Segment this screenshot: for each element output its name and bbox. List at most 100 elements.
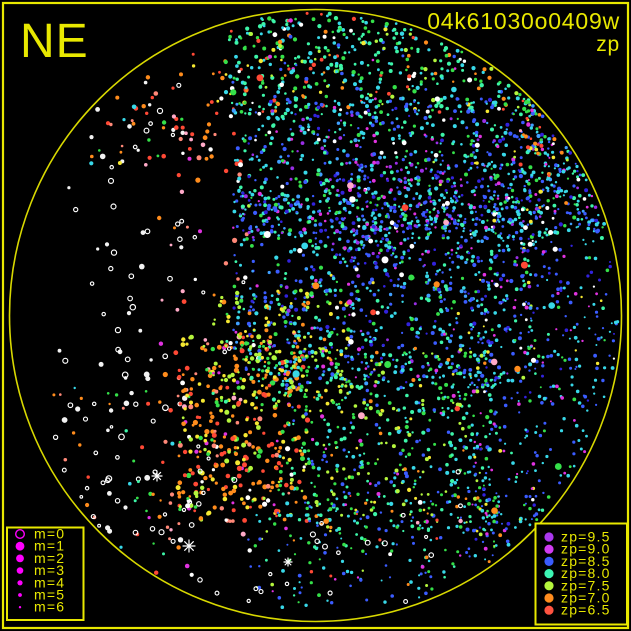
star-point: [109, 425, 114, 429]
star-point: [502, 449, 506, 453]
star-point: [522, 279, 525, 283]
star-point: [374, 362, 379, 367]
star-point: [322, 451, 326, 454]
star-point: [573, 169, 577, 173]
star-point: [342, 32, 346, 37]
star-point: [370, 167, 374, 172]
star-point: [341, 571, 346, 576]
star-point: [498, 438, 502, 442]
star-point: [357, 224, 361, 228]
star-point: [239, 263, 242, 267]
star-point: [486, 515, 489, 519]
star-point: [322, 454, 327, 458]
star-point: [167, 275, 173, 282]
star-point: [487, 522, 491, 526]
star-point: [431, 97, 436, 103]
star-point: [586, 274, 590, 278]
star-point: [394, 255, 398, 259]
star-point: [331, 400, 336, 405]
star-point: [432, 201, 437, 206]
star-point: [566, 473, 570, 478]
star-point: [257, 66, 261, 70]
star-point: [422, 352, 425, 355]
star-point: [289, 304, 294, 309]
star-point: [474, 503, 478, 507]
star-point: [326, 525, 330, 529]
star-point: [289, 177, 293, 181]
star-point: [584, 243, 587, 246]
star-point: [307, 541, 311, 545]
saturated-star-core: [187, 544, 191, 548]
star-point: [289, 472, 294, 477]
star-point: [334, 365, 338, 369]
star-point: [325, 135, 329, 139]
star-point: [242, 238, 246, 242]
star-point: [263, 360, 267, 364]
star-point: [318, 200, 322, 203]
star-point: [435, 141, 439, 145]
star-point: [373, 368, 376, 371]
star-point: [269, 300, 274, 305]
star-point: [489, 409, 493, 413]
star-point: [386, 306, 390, 309]
star-point: [215, 397, 219, 401]
star-point: [472, 255, 475, 258]
star-point: [293, 339, 297, 343]
star-point: [469, 347, 471, 350]
star-point: [256, 38, 261, 44]
star-point: [147, 138, 151, 142]
star-point: [305, 197, 310, 202]
star-point: [317, 513, 320, 516]
star-point: [331, 30, 335, 34]
star-point: [371, 211, 375, 215]
star-point: [269, 489, 272, 493]
star-point: [296, 150, 299, 153]
star-point: [296, 435, 301, 440]
star-point: [491, 554, 494, 557]
star-point: [323, 29, 328, 34]
star-point: [526, 208, 529, 211]
star-point: [177, 494, 182, 499]
star-point: [495, 504, 499, 508]
star-point: [292, 90, 295, 93]
star-point: [285, 102, 289, 105]
star-point: [434, 368, 439, 373]
star-point: [419, 82, 423, 86]
star-point: [576, 175, 579, 179]
star-point: [162, 404, 169, 412]
star-point: [415, 330, 420, 335]
star-point: [494, 544, 498, 547]
star-point: [378, 77, 383, 81]
star-point: [316, 466, 321, 471]
star-point: [234, 40, 239, 45]
star-point: [536, 133, 541, 139]
star-point: [429, 200, 433, 203]
star-point: [241, 442, 247, 448]
star-point: [406, 221, 410, 225]
star-point: [485, 102, 488, 105]
star-point: [471, 66, 476, 71]
star-point: [444, 252, 448, 256]
star-point: [310, 481, 313, 485]
star-point: [377, 495, 381, 498]
star-point: [325, 104, 328, 108]
star-point: [300, 446, 304, 449]
star-point: [410, 220, 414, 223]
star-point: [515, 197, 519, 201]
star-point: [454, 164, 459, 168]
star-point: [140, 445, 145, 450]
star-point: [403, 213, 408, 218]
star-point: [465, 97, 470, 102]
star-point: [442, 196, 446, 200]
star-point: [222, 349, 228, 355]
star-point: [197, 577, 203, 583]
star-point: [524, 436, 527, 439]
star-point: [445, 308, 450, 313]
star-point: [439, 293, 443, 297]
star-point: [514, 91, 519, 96]
star-point: [554, 463, 562, 470]
star-point: [261, 110, 265, 113]
star-point: [239, 298, 244, 303]
star-point: [304, 267, 309, 271]
legend-magnitude: m=0m=1m=2m=3m=4m=5m=6: [6, 526, 85, 621]
